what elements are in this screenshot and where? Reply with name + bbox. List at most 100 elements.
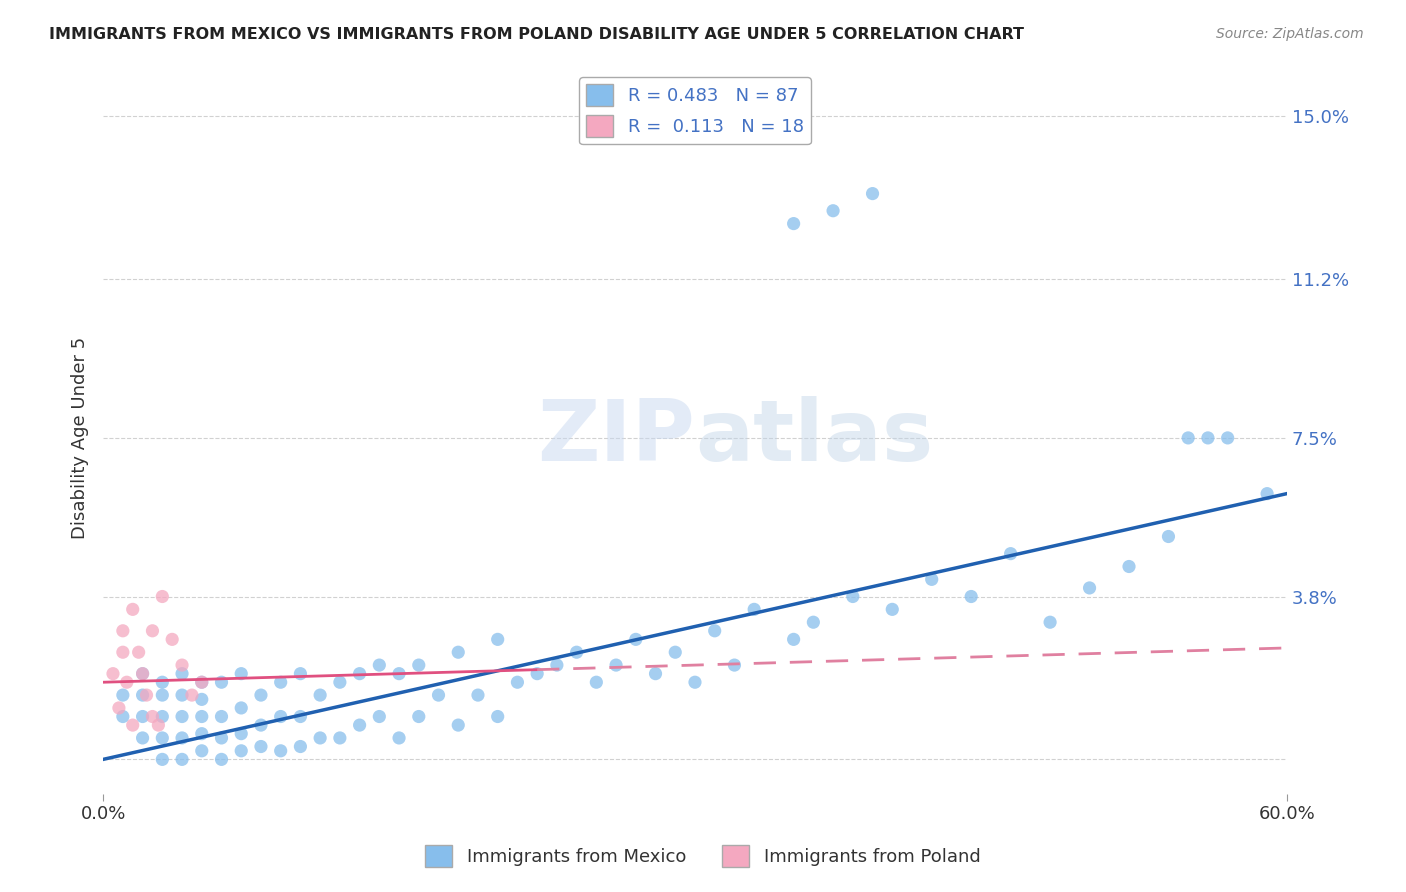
Point	[1078, 581, 1101, 595]
Point	[211, 709, 233, 723]
Point	[801, 615, 824, 630]
Point	[191, 675, 214, 690]
Point	[290, 666, 312, 681]
Point	[349, 718, 371, 732]
Point	[150, 590, 173, 604]
Point	[180, 688, 202, 702]
Point	[191, 675, 214, 690]
Point	[309, 731, 332, 745]
Point	[270, 675, 292, 690]
Text: atlas: atlas	[695, 396, 934, 479]
Point	[191, 709, 214, 723]
Point	[231, 726, 253, 740]
Point	[960, 590, 983, 604]
Point	[368, 658, 391, 673]
Point	[1039, 615, 1062, 630]
Point	[723, 658, 745, 673]
Point	[211, 675, 233, 690]
Point	[141, 624, 163, 638]
Point	[1216, 431, 1239, 445]
Point	[170, 688, 193, 702]
Point	[506, 675, 529, 690]
Point	[170, 709, 193, 723]
Point	[121, 602, 143, 616]
Point	[585, 675, 607, 690]
Point	[842, 590, 865, 604]
Point	[882, 602, 904, 616]
Point	[160, 632, 183, 647]
Point	[1256, 486, 1278, 500]
Point	[211, 731, 233, 745]
Point	[546, 658, 568, 673]
Point	[329, 675, 352, 690]
Point	[644, 666, 666, 681]
Point	[135, 688, 157, 702]
Point	[150, 675, 173, 690]
Point	[231, 744, 253, 758]
Point	[108, 701, 131, 715]
Point	[486, 709, 509, 723]
Point	[191, 692, 214, 706]
Point	[1157, 529, 1180, 543]
Point	[270, 744, 292, 758]
Point	[115, 675, 138, 690]
Point	[329, 731, 352, 745]
Point	[565, 645, 588, 659]
Y-axis label: Disability Age Under 5: Disability Age Under 5	[72, 337, 89, 539]
Point	[150, 688, 173, 702]
Point	[427, 688, 450, 702]
Point	[782, 632, 804, 647]
Point	[101, 666, 124, 681]
Text: Source: ZipAtlas.com: Source: ZipAtlas.com	[1216, 27, 1364, 41]
Legend: Immigrants from Mexico, Immigrants from Poland: Immigrants from Mexico, Immigrants from …	[418, 838, 988, 874]
Point	[862, 186, 884, 201]
Point	[121, 718, 143, 732]
Point	[447, 718, 470, 732]
Point	[150, 752, 173, 766]
Point	[141, 709, 163, 723]
Point	[388, 731, 411, 745]
Point	[170, 658, 193, 673]
Point	[467, 688, 489, 702]
Point	[624, 632, 647, 647]
Point	[605, 658, 627, 673]
Point	[447, 645, 470, 659]
Point	[309, 688, 332, 702]
Legend: R = 0.483   N = 87, R =  0.113   N = 18: R = 0.483 N = 87, R = 0.113 N = 18	[579, 77, 811, 145]
Point	[349, 666, 371, 681]
Point	[683, 675, 706, 690]
Point	[250, 718, 273, 732]
Point	[782, 217, 804, 231]
Point	[408, 709, 430, 723]
Point	[111, 645, 134, 659]
Point	[1177, 431, 1199, 445]
Point	[526, 666, 548, 681]
Point	[191, 744, 214, 758]
Point	[131, 666, 153, 681]
Point	[131, 688, 153, 702]
Point	[150, 731, 173, 745]
Point	[111, 624, 134, 638]
Point	[270, 709, 292, 723]
Point	[131, 666, 153, 681]
Point	[150, 709, 173, 723]
Point	[703, 624, 725, 638]
Point	[170, 731, 193, 745]
Point	[290, 709, 312, 723]
Point	[128, 645, 150, 659]
Point	[170, 666, 193, 681]
Point	[131, 731, 153, 745]
Point	[486, 632, 509, 647]
Point	[111, 709, 134, 723]
Point	[1197, 431, 1219, 445]
Point	[1118, 559, 1140, 574]
Point	[231, 666, 253, 681]
Point	[408, 658, 430, 673]
Text: IMMIGRANTS FROM MEXICO VS IMMIGRANTS FROM POLAND DISABILITY AGE UNDER 5 CORRELAT: IMMIGRANTS FROM MEXICO VS IMMIGRANTS FRO…	[49, 27, 1024, 42]
Point	[250, 688, 273, 702]
Point	[170, 752, 193, 766]
Point	[921, 573, 943, 587]
Point	[250, 739, 273, 754]
Point	[111, 688, 134, 702]
Point	[211, 752, 233, 766]
